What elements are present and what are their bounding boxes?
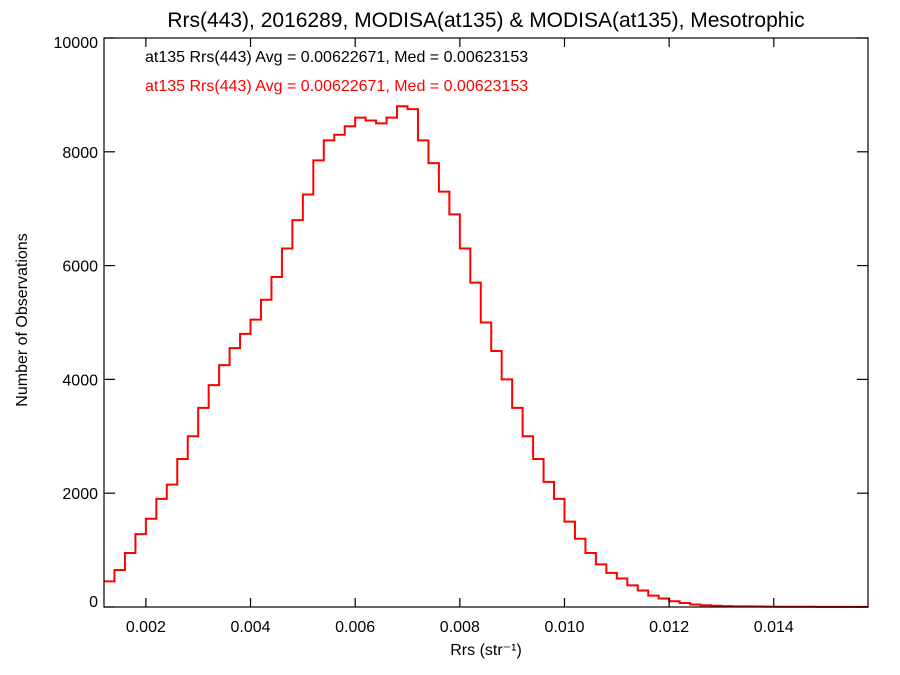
legend: at135 Rrs(443) Avg = 0.00622671, Med = 0… [145,49,528,95]
y-tick-label: 8000 [62,145,98,162]
x-tick-label: 0.014 [754,619,794,636]
x-axis-label: Rrs (str⁻¹) [450,642,522,659]
y-axis-label: Number of Observations [14,233,31,406]
y-axis-ticks: 0 2000 4000 6000 8000 10000 [54,35,868,611]
y-tick-label: 6000 [62,259,98,276]
x-tick-label: 0.004 [230,619,270,636]
x-tick-label: 0.010 [544,619,584,636]
y-tick-label: 4000 [62,372,98,389]
y-tick-label: 0 [89,594,98,611]
y-tick-label: 10000 [54,35,99,52]
histogram-series-line [104,105,868,608]
y-tick-label: 2000 [62,486,98,503]
chart-title: Rrs(443), 2016289, MODISA(at135) & MODIS… [167,9,804,32]
legend-entry-red: at135 Rrs(443) Avg = 0.00622671, Med = 0… [145,78,528,95]
x-tick-label: 0.008 [440,619,480,636]
x-tick-label: 0.006 [335,619,375,636]
x-tick-label: 0.012 [649,619,689,636]
plot-frame [103,37,869,608]
x-tick-label: 0.002 [126,619,166,636]
x-axis-ticks: 0.002 0.004 0.006 0.008 0.010 0.012 0.014 [126,38,794,636]
legend-entry-black: at135 Rrs(443) Avg = 0.00622671, Med = 0… [145,49,528,66]
